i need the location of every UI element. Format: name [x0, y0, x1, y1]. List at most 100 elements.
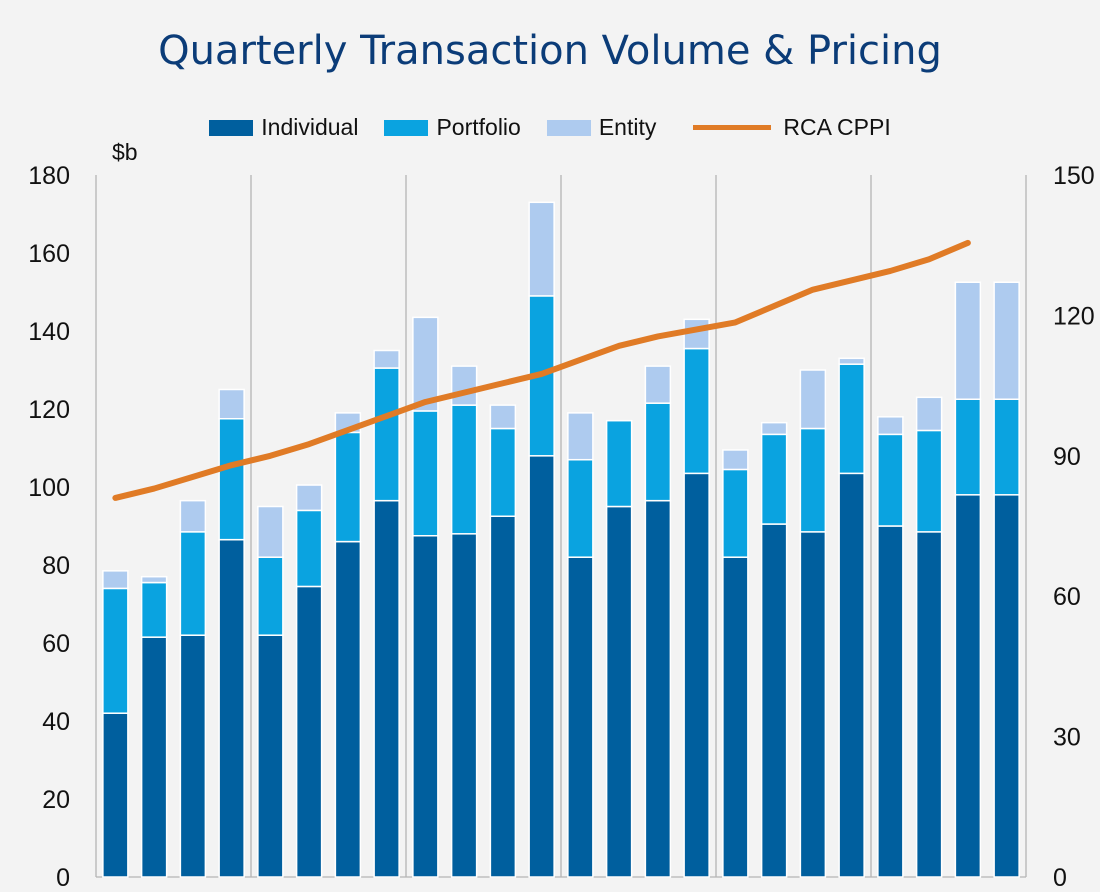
y-axis-unit-label: $b — [112, 139, 138, 165]
bar-individual-3 — [179, 634, 207, 878]
legend-label-portfolio: Portfolio — [436, 114, 521, 140]
bar-entity-11 — [489, 404, 517, 430]
bar-individual-23 — [954, 494, 982, 878]
y-tick-label: 180 — [28, 162, 70, 190]
bar-individual-2 — [140, 636, 168, 878]
y-tick-label: 60 — [42, 630, 70, 658]
bar-entity-5 — [257, 505, 284, 558]
legend-item-entity: Entity — [546, 114, 657, 141]
bar-entity-21 — [877, 416, 904, 436]
bar-entity-18 — [760, 421, 788, 436]
bar-entity-4 — [218, 388, 245, 420]
y2-tick-label: 120 — [1053, 302, 1095, 330]
bar-portfolio-11 — [489, 427, 517, 517]
bar-entity-13 — [567, 412, 594, 461]
bar-portfolio-4 — [218, 418, 245, 541]
y-tick-label: 120 — [28, 396, 70, 424]
bar-portfolio-16 — [683, 347, 710, 475]
bar-portfolio-18 — [760, 433, 788, 525]
bar-portfolio-17 — [722, 468, 749, 558]
y2-tick-label: 30 — [1053, 724, 1081, 752]
bar-individual-16 — [683, 472, 710, 878]
y-tick-label: 100 — [28, 474, 70, 502]
legend-item-portfolio: Portfolio — [384, 114, 521, 141]
bar-entity-3 — [179, 499, 207, 533]
bar-individual-19 — [799, 531, 827, 878]
bar-individual-24 — [993, 494, 1020, 878]
bar-portfolio-6 — [295, 509, 323, 588]
bar-portfolio-23 — [954, 398, 982, 496]
bar-portfolio-13 — [567, 458, 594, 558]
bar-entity-17 — [722, 449, 749, 471]
legend-swatch-entity — [546, 119, 591, 136]
bar-portfolio-3 — [179, 531, 207, 636]
legend-label-entity: Entity — [598, 114, 657, 140]
bar-individual-13 — [567, 556, 594, 878]
bar-individual-8 — [373, 499, 400, 878]
bar-individual-21 — [877, 525, 904, 878]
bar-individual-9 — [412, 535, 439, 878]
bar-portfolio-7 — [334, 431, 362, 543]
legend-swatch-individual — [209, 119, 254, 136]
bar-individual-6 — [295, 585, 323, 878]
legend-item-individual: Individual — [209, 114, 358, 141]
bar-portfolio-21 — [877, 433, 904, 527]
bar-portfolio-24 — [993, 398, 1020, 496]
y-tick-label: 0 — [56, 864, 70, 892]
bar-portfolio-8 — [373, 367, 400, 502]
bar-entity-1 — [102, 570, 129, 590]
bar-individual-22 — [915, 531, 943, 878]
bar-portfolio-10 — [450, 404, 478, 535]
bar-entity-19 — [799, 369, 827, 430]
bar-entity-10 — [450, 365, 478, 406]
legend-swatch-rca-cppi — [693, 125, 772, 130]
y2-tick-label: 90 — [1053, 443, 1081, 471]
bar-individual-5 — [257, 634, 284, 878]
bar-portfolio-15 — [644, 402, 672, 502]
line-rca-cppi — [112, 239, 971, 501]
legend-swatch-portfolio — [384, 119, 429, 136]
bar-entity-23 — [954, 281, 982, 400]
bar-portfolio-20 — [838, 363, 865, 475]
legend-label-rca-cppi: RCA CPPI — [783, 114, 891, 140]
bar-entity-20 — [838, 357, 865, 365]
bar-individual-18 — [760, 523, 788, 878]
y2-tick-label: 60 — [1053, 583, 1081, 611]
y-tick-label: 40 — [42, 708, 70, 736]
bar-entity-9 — [412, 316, 439, 412]
bar-individual-11 — [489, 515, 517, 878]
bar-entity-22 — [915, 396, 943, 432]
bar-portfolio-14 — [605, 419, 633, 508]
bar-portfolio-19 — [799, 427, 827, 533]
legend-item-rca-cppi: RCA CPPI — [693, 114, 891, 141]
bar-individual-7 — [334, 540, 362, 878]
y-tick-label: 20 — [42, 786, 70, 814]
bar-entity-12 — [528, 201, 555, 297]
bar-individual-17 — [722, 556, 749, 878]
bar-portfolio-2 — [140, 581, 168, 638]
y2-tick-label: 150 — [1053, 162, 1095, 190]
bar-individual-12 — [528, 455, 555, 878]
bar-individual-15 — [644, 499, 672, 878]
y-tick-label: 80 — [42, 552, 70, 580]
chart-title: Quarterly Transaction Volume & Pricing — [158, 28, 942, 74]
bar-individual-1 — [102, 712, 129, 878]
bar-individual-4 — [218, 538, 245, 878]
bar-entity-15 — [644, 365, 672, 404]
bar-entity-24 — [993, 281, 1020, 400]
bar-entity-8 — [373, 349, 400, 369]
bar-portfolio-1 — [102, 587, 129, 714]
bar-individual-10 — [450, 533, 478, 878]
bar-portfolio-9 — [412, 410, 439, 537]
bar-portfolio-5 — [257, 556, 284, 636]
legend-label-individual: Individual — [261, 114, 359, 140]
bar-individual-14 — [605, 505, 633, 878]
bar-entity-6 — [295, 484, 323, 512]
bar-individual-20 — [838, 472, 865, 878]
y-tick-label: 160 — [28, 240, 70, 268]
bar-portfolio-22 — [915, 429, 943, 533]
legend: Individual Portfolio Entity RCA CPPI — [0, 114, 1100, 141]
y2-tick-label: 0 — [1053, 864, 1067, 892]
y-tick-label: 140 — [28, 318, 70, 346]
